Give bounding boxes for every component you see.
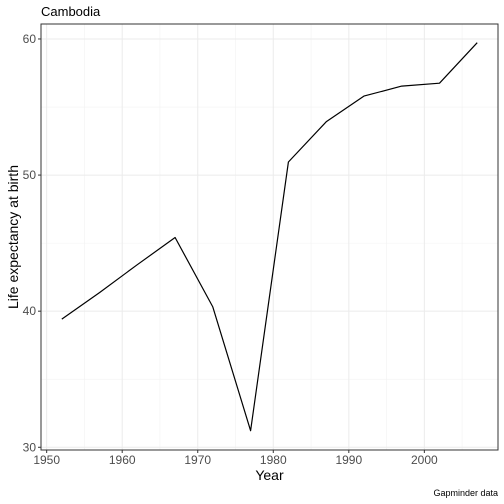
x-tick-label: 1950	[33, 453, 60, 467]
y-tick-label: 50	[23, 168, 37, 182]
plot-panel	[41, 24, 498, 450]
series-line	[61, 42, 478, 432]
x-tick-label: 1960	[109, 453, 136, 467]
x-axis: 1950 1960 1970 1980 1990 2000	[33, 450, 438, 467]
minor-gridlines	[41, 24, 498, 450]
x-tick-label: 1990	[335, 453, 362, 467]
x-axis-title: Year	[255, 467, 284, 483]
y-tick-label: 30	[23, 440, 37, 454]
x-tick-label: 1980	[260, 453, 287, 467]
major-gridlines	[41, 24, 498, 450]
chart-caption: Gapminder data	[433, 488, 498, 498]
y-axis-title: Life expectancy at birth	[5, 165, 21, 309]
series-layer	[61, 42, 478, 432]
panel-border	[40, 23, 499, 451]
y-axis: 30 40 50 60	[23, 32, 41, 454]
y-tick-label: 60	[23, 32, 37, 46]
chart-title: Cambodia	[41, 4, 101, 19]
x-tick-label: 1970	[184, 453, 211, 467]
x-tick-label: 2000	[411, 453, 438, 467]
y-tick-label: 40	[23, 304, 37, 318]
